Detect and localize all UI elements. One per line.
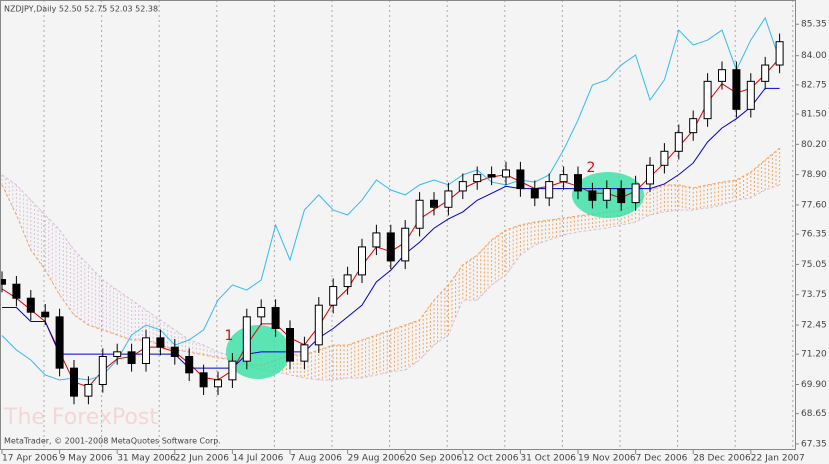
candle-body (199, 372, 208, 388)
candle-body (300, 344, 309, 362)
candle-body (127, 351, 136, 364)
candle-body (530, 188, 539, 199)
x-tick-label: 22 Jun 2006 (175, 454, 229, 464)
candle-body (732, 69, 741, 110)
candle-body (746, 80, 755, 110)
candle-body (458, 181, 467, 192)
x-tick-label: 7 Dec 2006 (636, 454, 688, 464)
x-tick-label: 31 May 2006 (117, 454, 176, 464)
candle-body (430, 199, 438, 208)
y-tick-label: 67.35 (801, 439, 827, 449)
candle-body (98, 355, 107, 385)
header: NZDJPY,Daily 52.50 52.75 52.03 52.38 (4, 5, 158, 14)
candle-body (55, 316, 64, 369)
candle-body (473, 174, 482, 183)
candle-body (84, 383, 93, 397)
x-tick-label: 14 Jul 2006 (232, 454, 283, 464)
candle-body (156, 337, 165, 348)
candle-body (444, 190, 453, 208)
y-tick-label: 71.20 (801, 350, 827, 360)
candle-body (588, 190, 597, 201)
x-tick-label: 29 Aug 2006 (348, 454, 406, 464)
x-tick-label: 19 Nov 2006 (578, 454, 636, 464)
x-tick-label: 12 Oct 2006 (463, 454, 519, 464)
candle-body (775, 41, 784, 66)
y-tick-label: 85.35 (801, 20, 827, 30)
front-layer (0, 16, 784, 405)
candle-body (372, 232, 381, 248)
y-tick-label: 76.35 (801, 230, 827, 240)
candle-body (113, 351, 122, 357)
y-tick-label: 75.05 (801, 260, 827, 270)
y-tick-label: 73.75 (801, 290, 827, 300)
candle-body (314, 304, 323, 346)
candle-body (718, 69, 726, 82)
y-tick-label: 68.65 (801, 409, 827, 419)
candle-body (257, 307, 266, 318)
y-tick-label: 80.20 (801, 140, 827, 150)
x-tick-label: 22 Jan 2007 (751, 454, 805, 464)
candle-body (271, 307, 280, 330)
candle-body (41, 311, 50, 318)
x-tick-label: 17 Apr 2006 (2, 454, 58, 464)
candle-body (516, 169, 525, 190)
y-tick-label: 78.90 (801, 170, 827, 180)
candle-body (214, 379, 222, 388)
cloud-line (1, 174, 780, 381)
y-tick-label: 82.75 (801, 80, 827, 90)
y-tick-label: 81.50 (801, 109, 827, 119)
candle-body (343, 274, 352, 288)
x-tick-label: 9 May 2006 (60, 454, 113, 464)
candle-body (660, 150, 669, 166)
candle-body (142, 337, 150, 364)
candle-body (12, 283, 21, 299)
candle-body (185, 355, 194, 374)
candle-body (502, 169, 510, 178)
annotation: 2 (587, 160, 596, 176)
candle-body (487, 174, 496, 178)
y-tick-label: 84.00 (801, 51, 827, 61)
candle-body (70, 367, 78, 397)
candle-body (631, 183, 640, 204)
candle-body (0, 279, 6, 285)
candle-body (602, 188, 611, 201)
candle-body (617, 188, 626, 204)
candle-body (415, 199, 424, 229)
x-tick-label: 20 Sep 2006 (405, 454, 462, 464)
indicator-line (1, 16, 781, 381)
candle-body (242, 316, 251, 362)
y-tick-label: 69.90 (801, 380, 827, 390)
candle-body (703, 80, 712, 120)
y-tick-label: 72.45 (801, 321, 827, 331)
watermark: The ForexPost (3, 405, 158, 430)
candle-body (228, 360, 237, 381)
candle-body (574, 174, 582, 192)
candle-body (559, 174, 568, 183)
candle-body (170, 346, 179, 357)
candle-body (545, 181, 554, 199)
candle-body (286, 328, 294, 362)
candle-body (386, 232, 395, 262)
plot-border (0, 0, 796, 450)
candle-body (26, 297, 35, 313)
x-tick-label: 7 Aug 2006 (290, 454, 342, 464)
candle-body (646, 164, 654, 185)
annotation: 1 (225, 328, 234, 344)
candle-body (401, 227, 410, 262)
footer: MetaTrader, © 2001-2008 MetaQuotes Softw… (4, 437, 221, 446)
candle-body (329, 286, 338, 306)
x-tick-label: 28 Dec 2006 (693, 454, 751, 464)
candle-body (674, 132, 683, 152)
x-tick-label: 31 Oct 2006 (520, 454, 576, 464)
candle-body (761, 64, 770, 82)
candle-body (689, 118, 698, 134)
y-tick-label: 77.60 (801, 200, 827, 210)
candle-body (358, 246, 366, 276)
